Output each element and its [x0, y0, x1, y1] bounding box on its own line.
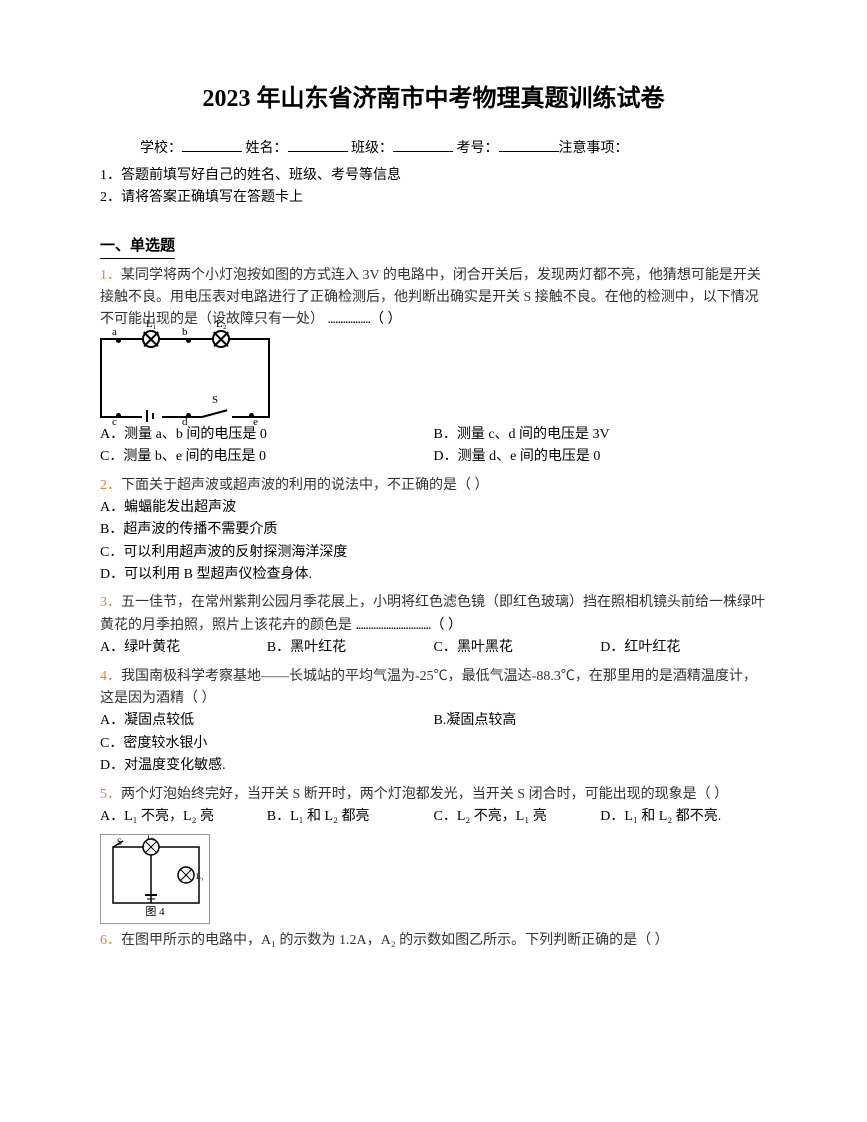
q5-optD: D．L₁ 和 L₂ 都不亮.: [600, 806, 767, 828]
q1-optC: C．测量 b、e 间的电压是 0: [100, 446, 434, 468]
q4-num: 4．: [100, 669, 121, 684]
q3-optB: B．黑叶红花: [267, 637, 434, 659]
q5-circuit-diagram: S L₂ L₁ 图 4: [100, 834, 210, 924]
switch-label: S: [212, 392, 218, 410]
q4-optA: A．凝固点较低: [100, 710, 434, 732]
q1-optD: D．测量 d、e 间的电压是 0: [434, 446, 768, 468]
dot-e: [249, 413, 254, 418]
q4-optD: D．对温度变化敏感.: [100, 755, 767, 777]
q5-num: 5．: [100, 787, 121, 802]
class-label: 班级：: [351, 141, 393, 156]
number-label: 考号：: [457, 141, 499, 156]
note-1: 1．答题前填写好自己的姓名、班级、考号等信息: [100, 165, 767, 187]
q3-paren: （ ）: [431, 618, 463, 633]
name-label: 姓名：: [246, 141, 288, 156]
q6-text: 在图甲所示的电路中，A₁ 的示数为 1.2A，A₂ 的示数如图乙所示。下列判断正…: [121, 933, 669, 948]
note-2: 2．请将答案正确填写在答题卡上: [100, 187, 767, 209]
dot-b: [186, 338, 191, 343]
number-blank: [499, 138, 559, 152]
q2-optA: A．蝙蝠能发出超声波: [100, 497, 767, 519]
q2-optB: B．超声波的传播不需要介质: [100, 519, 767, 541]
name-blank: [288, 138, 348, 152]
dot-c: [116, 413, 121, 418]
q2-num: 2．: [100, 478, 121, 493]
q1-text: 某同学将两个小灯泡按如图的方式连入 3V 的电路中，闭合开关后，发现两灯都不亮，…: [100, 268, 761, 328]
notes-label: 注意事项：: [559, 141, 629, 156]
q5-fig-caption: 图 4: [101, 904, 209, 922]
bulb1-icon: [142, 330, 160, 348]
svg-text:L₂: L₂: [147, 835, 155, 841]
svg-text:S: S: [117, 837, 122, 847]
bulb2-icon: [212, 330, 230, 348]
q3-optA: A．绿叶黄花: [100, 637, 267, 659]
q1-circuit-diagram: a b c d e L₁ L₂ S: [100, 338, 270, 418]
dot-a: [116, 338, 121, 343]
question-6: 6．在图甲所示的电路中，A₁ 的示数为 1.2A，A₂ 的示数如图乙所示。下列判…: [100, 930, 767, 952]
question-3: 3．五一佳节，在常州紫荆公园月季花展上，小明将红色滤色镜（即红色玻璃）挡在照相机…: [100, 592, 767, 659]
dot-d: [186, 413, 191, 418]
q3-optD: D．红叶红花: [600, 637, 767, 659]
school-label: 学校：: [140, 141, 182, 156]
q4-optB: B.凝固点较高: [434, 710, 768, 732]
node-e: e: [253, 414, 258, 432]
q3-dots: ..............................: [356, 618, 431, 633]
svg-text:L₁: L₁: [196, 872, 204, 881]
q4-optC: C．密度较水银小: [100, 733, 767, 755]
q2-optD: D．可以利用 B 型超声仪检查身体.: [100, 564, 767, 586]
q2-optC: C．可以利用超声波的反射探测海洋深度: [100, 542, 767, 564]
q3-num: 3．: [100, 595, 121, 610]
page-title: 2023 年山东省济南市中考物理真题训练试卷: [100, 80, 767, 118]
q6-num: 6．: [100, 933, 121, 948]
form-line: 学校： 姓名： 班级： 考号： 注意事项：: [100, 138, 767, 160]
school-blank: [182, 138, 242, 152]
q1-num: 1．: [100, 268, 121, 283]
section-title: 一、单选题: [100, 234, 175, 259]
question-4: 4．我国南极科学考察基地——长城站的平均气温为-25℃，最低气温达-88.3℃，…: [100, 666, 767, 778]
question-2: 2．下面关于超声波或超声波的利用的说法中，不正确的是（ ） A．蝙蝠能发出超声波…: [100, 475, 767, 587]
q1-dots: .................: [328, 312, 371, 327]
q1-paren: （ ）: [370, 312, 402, 327]
q1-optA: A．测量 a、b 间的电压是 0: [100, 424, 434, 446]
q5-optB: B．L₁ 和 L₂ 都亮: [267, 806, 434, 828]
q5-optC: C．L₂ 不亮，L₁ 亮: [434, 806, 601, 828]
q3-optC: C．黑叶黑花: [434, 637, 601, 659]
q5-optA: A．L₁ 不亮，L₂ 亮: [100, 806, 267, 828]
q4-text: 我国南极科学考察基地——长城站的平均气温为-25℃，最低气温达-88.3℃，在那…: [100, 669, 757, 706]
class-blank: [393, 138, 453, 152]
question-1: 1．某同学将两个小灯泡按如图的方式连入 3V 的电路中，闭合开关后，发现两灯都不…: [100, 265, 767, 469]
q5-text: 两个灯泡始终完好，当开关 S 断开时，两个灯泡都发光，当开关 S 闭合时，可能出…: [121, 787, 728, 802]
battery-icon: [142, 408, 162, 424]
q1-optB: B．测量 c、d 间的电压是 3V: [434, 424, 768, 446]
question-5: 5．两个灯泡始终完好，当开关 S 断开时，两个灯泡都发光，当开关 S 闭合时，可…: [100, 784, 767, 925]
switch-icon: [202, 412, 232, 420]
q2-text: 下面关于超声波或超声波的利用的说法中，不正确的是（ ）: [121, 478, 489, 493]
notes: 1．答题前填写好自己的姓名、班级、考号等信息 2．请将答案正确填写在答题卡上: [100, 165, 767, 210]
